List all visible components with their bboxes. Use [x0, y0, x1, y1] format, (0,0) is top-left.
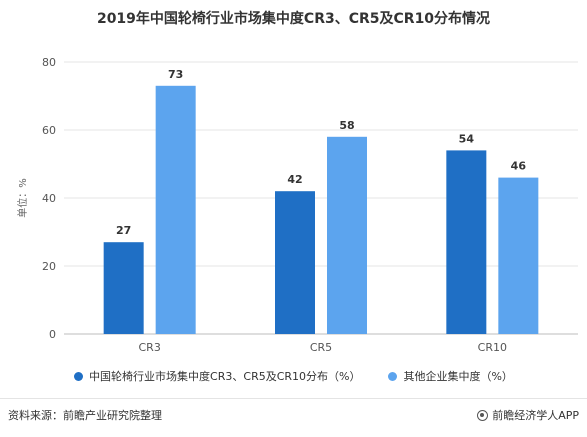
y-tick-label-20: 20	[42, 260, 56, 273]
bars-layer	[103, 85, 539, 334]
brand-label: 前瞻经济学人APP	[492, 409, 579, 422]
bar-cr5-series-1	[275, 191, 315, 334]
bar-cr10-series-1	[446, 150, 487, 334]
y-tick-label-0: 0	[49, 328, 56, 341]
legend: 中国轮椅行业市场集中度CR3、CR5及CR10分布（%） 其他企业集中度（%）	[0, 368, 587, 384]
grid-layer	[64, 61, 578, 335]
legend-marker-series-2	[388, 371, 398, 381]
x-tick-label-cr10: CR10	[478, 341, 507, 354]
legend-marker-series-1	[74, 371, 84, 381]
y-tick-label-80: 80	[42, 56, 56, 69]
x-tick-label-cr5: CR5	[310, 341, 332, 354]
legend-label-series-1: 中国轮椅行业市场集中度CR3、CR5及CR10分布（%）	[89, 370, 361, 383]
bar-cr5-series-2	[327, 136, 367, 334]
x-tick-label-cr3: CR3	[139, 341, 161, 354]
source-note: 资料来源：前瞻产业研究院整理	[8, 409, 162, 422]
y-tick-label-60: 60	[42, 124, 56, 137]
y-axis-label: 单位：%	[16, 178, 29, 218]
data-label-cr10-series-2: 46	[511, 160, 527, 173]
bar-cr10-series-2	[498, 177, 539, 334]
footer-divider	[0, 398, 587, 399]
y-tick-label-40: 40	[42, 192, 56, 205]
legend-item-series-2: 其他企业集中度（%）	[388, 368, 513, 384]
bar-cr3-series-2	[155, 85, 196, 334]
labels-layer: 0 20 40 60 80 27 73 CR3 42 58 CR5 54 46 CR10	[42, 56, 526, 354]
data-label-cr5-series-2: 58	[339, 119, 354, 132]
legend-label-series-2: 其他企业集中度（%）	[403, 370, 513, 383]
data-label-cr10-series-1: 54	[459, 132, 475, 145]
brand-credit: 前瞻经济学人APP	[477, 407, 579, 423]
data-label-cr5-series-1: 42	[287, 173, 302, 186]
bar-cr3-series-1	[103, 242, 144, 334]
legend-item-series-1: 中国轮椅行业市场集中度CR3、CR5及CR10分布（%）	[74, 368, 360, 384]
data-label-cr3-series-2: 73	[168, 68, 183, 81]
chart-title: 2019年中国轮椅行业市场集中度CR3、CR5及CR10分布情况	[96, 11, 491, 27]
data-label-cr3-series-1: 27	[116, 224, 131, 237]
brand-logo-icon	[477, 409, 489, 421]
